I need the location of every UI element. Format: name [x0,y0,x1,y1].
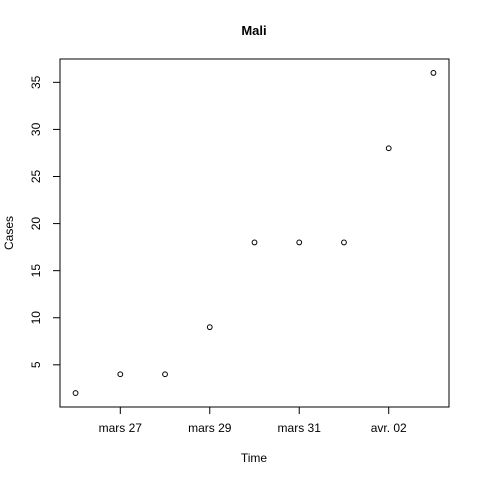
y-tick-label: 25 [29,170,43,184]
data-point [162,371,168,378]
y-axis-label: Cases [2,216,16,250]
data-point [251,239,258,246]
data-points [72,70,437,396]
chart-title: Mali [241,23,266,38]
y-tick-label: 35 [29,75,43,89]
x-axis-label: Time [241,451,268,465]
data-point [430,70,437,76]
x-tick-label: mars 27 [99,421,143,435]
y-tick-label: 20 [29,217,43,231]
x-tick-label: mars 31 [278,421,322,435]
data-point [341,239,347,246]
plot-frame [59,58,450,408]
data-point [206,324,213,331]
data-point [117,371,124,378]
x-axis: mars 27 mars 29 mars 31 avr. 02 [99,407,407,435]
data-point [296,239,303,246]
y-tick-label: 10 [29,311,43,325]
y-tick-label: 5 [29,361,43,368]
data-point [72,390,79,396]
y-axis: 5 10 15 20 25 30 35 [29,75,60,368]
x-tick-label: avr. 02 [371,421,407,435]
data-point [385,145,392,152]
x-tick-label: mars 29 [188,421,232,435]
y-tick-label: 15 [29,264,43,278]
y-tick-label: 30 [29,122,43,136]
